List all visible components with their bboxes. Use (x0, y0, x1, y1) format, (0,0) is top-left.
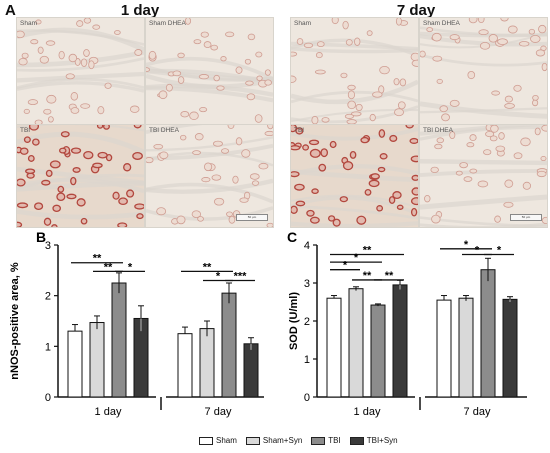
micrograph-tile: Sham (290, 17, 419, 125)
significance-label: * (475, 245, 480, 257)
bar (177, 333, 193, 398)
x-group-label: 7 day (205, 406, 232, 418)
x-group-label: 1 day (354, 406, 381, 418)
legend-item-sham-syn: Sham+Syn (245, 436, 303, 445)
micrograph-tile: Sham (16, 17, 145, 125)
significance-label: *** (234, 270, 248, 282)
bar (67, 330, 83, 398)
tile-label: TBI (294, 127, 305, 134)
bar (89, 322, 105, 398)
scale-bar: 50 µm (236, 214, 268, 221)
y-tick-label: 4 (304, 240, 310, 252)
scale-bar: 50 µm (510, 214, 542, 221)
y-tick-label: 0 (45, 392, 51, 404)
bar (243, 343, 259, 398)
significance-label: ** (93, 253, 102, 265)
y-tick-label: 1 (304, 354, 310, 366)
legend-item-tbi-syn: TBI+Syn (349, 436, 398, 445)
significance-label: ** (203, 261, 212, 273)
legend-swatch-sham (199, 436, 213, 445)
x-group-label: 1 day (95, 406, 122, 418)
y-tick-label: 2 (304, 316, 310, 328)
y-tick-label: 3 (304, 278, 310, 290)
tile-label: Sham DHEA (423, 20, 460, 27)
y-tick-label: 0 (304, 392, 310, 404)
panel-letter: C (287, 229, 297, 245)
significance-label: * (216, 270, 221, 282)
bar (111, 282, 127, 398)
tile-label: TBI DHEA (149, 127, 179, 134)
tile-label: Sham (294, 20, 311, 27)
bar (480, 269, 496, 398)
panel-letter: B (36, 229, 46, 245)
tile-label: TBI (20, 127, 31, 134)
bar (436, 299, 452, 398)
micrograph-tile: TBI DHEA 50 µm (419, 124, 548, 228)
bar (392, 284, 408, 398)
legend: Sham Sham+Syn TBI TBI+Syn (199, 436, 398, 445)
tile-label: Sham (20, 20, 37, 27)
significance-label: * (354, 252, 359, 264)
bar (370, 304, 386, 398)
significance-label: ** (104, 261, 113, 273)
y-tick-label: 3 (45, 240, 51, 252)
x-group-label: 7 day (464, 406, 491, 418)
bar (458, 297, 474, 398)
significance-label: * (464, 239, 469, 251)
legend-label: TBI (328, 436, 341, 445)
significance-label: ** (363, 245, 372, 257)
bar (348, 288, 364, 398)
time-title-1-day: 1 day (120, 2, 160, 19)
legend-item-tbi: TBI (311, 436, 341, 445)
micrograph-tile: TBI (16, 124, 145, 228)
time-title-7-day: 7 day (396, 2, 436, 19)
bar (221, 292, 237, 398)
significance-label: * (128, 261, 133, 273)
significance-label: ** (385, 270, 394, 282)
bar (502, 298, 518, 398)
legend-swatch-sham-syn (245, 436, 260, 445)
legend-label: Sham+Syn (262, 436, 303, 445)
micrograph-tile: TBI (290, 124, 419, 228)
y-tick-label: 2 (45, 291, 51, 303)
legend-item-sham: Sham (199, 436, 237, 445)
legend-label: TBI+Syn (366, 436, 398, 445)
significance-label: * (343, 260, 348, 272)
y-tick-label: 1 (45, 341, 51, 353)
panel-a-letter: A (5, 2, 16, 19)
micrograph-tile: Sham DHEA (419, 17, 548, 125)
micrograph-tile: TBI DHEA 50 µm (145, 124, 274, 228)
micrograph-tile: Sham DHEA (145, 17, 274, 125)
legend-swatch-tbi (311, 436, 326, 445)
tile-label: Sham DHEA (149, 20, 186, 27)
bar (199, 328, 215, 398)
significance-label: * (497, 245, 502, 257)
significance-label: ** (363, 270, 372, 282)
legend-label: Sham (216, 436, 237, 445)
legend-swatch-tbi-syn (349, 436, 364, 445)
y-axis-label: nNOS-positive area, % (9, 262, 21, 380)
y-axis-label: SOD (U/ml) (288, 292, 300, 350)
bar (326, 297, 342, 398)
tile-label: TBI DHEA (423, 127, 453, 134)
